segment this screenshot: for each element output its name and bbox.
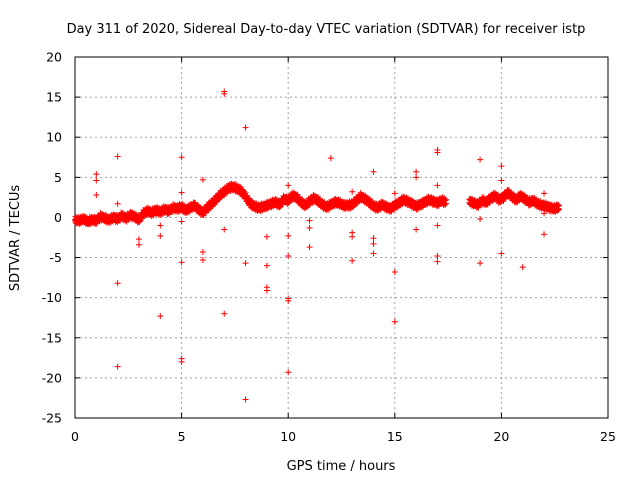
y-tick-label: -20 [42,370,62,385]
grid-lines [75,57,608,418]
outlier-point [178,154,185,161]
outlier-point [477,156,484,163]
outlier-point [157,313,164,320]
outlier-point [157,232,164,239]
outlier-point [541,231,548,238]
outlier-point [285,232,292,239]
outlier-point [370,240,377,247]
outlier-point [93,191,100,198]
band-point [555,202,562,209]
outlier-point [413,168,420,175]
outlier-point [370,250,377,257]
outlier-point [327,155,334,162]
outlier-point [498,250,505,257]
outlier-point [306,224,313,231]
outlier-point [413,174,420,181]
outlier-point [157,222,164,229]
data-points [72,88,562,403]
y-tick-label: 0 [54,210,62,225]
outlier-point [178,189,185,196]
outlier-point [434,149,441,156]
outlier-point [285,252,292,259]
outlier-point [285,297,292,304]
outlier-point [242,260,249,267]
y-tick-label: 15 [46,90,62,105]
outlier-point [135,241,142,248]
outlier-point [477,216,484,223]
outlier-point [370,168,377,175]
outlier-point [114,200,121,207]
outlier-point [306,217,313,224]
outlier-point [434,258,441,265]
outlier-point [541,190,548,197]
outlier-point [114,280,121,287]
outlier-point [93,171,100,178]
chart-title: Day 311 of 2020, Sidereal Day-to-day VTE… [67,22,586,37]
outlier-point [477,260,484,267]
outlier-point [114,153,121,160]
x-tick-label: 5 [178,429,186,444]
outlier-point [391,190,398,197]
outlier-point [221,310,228,317]
outlier-point [541,210,548,217]
outlier-point [221,226,228,233]
x-tick-label: 0 [71,429,79,444]
outlier-point [434,182,441,189]
outlier-point [349,233,356,240]
outlier-point [242,124,249,131]
outlier-point [178,358,185,365]
x-axis-title: GPS time / hours [287,459,396,474]
outlier-point [391,318,398,325]
axis-ticks: 0 5 10 15 20 25 -25 -20 -15 -10 -5 0 5 10 15 20 [42,50,616,445]
outlier-point [242,396,249,403]
outlier-point [114,363,121,370]
outlier-point [285,369,292,376]
outlier-point [178,259,185,266]
outlier-point [498,163,505,170]
y-tick-label: 5 [54,170,62,185]
outlier-point [306,244,313,251]
outlier-point [135,236,142,243]
x-tick-label: 15 [387,429,403,444]
x-tick-label: 10 [280,429,296,444]
outlier-point [519,264,526,271]
outlier-point [413,226,420,233]
outlier-point [391,268,398,275]
y-tick-label: -15 [42,330,62,345]
y-tick-label: 20 [46,50,62,65]
y-tick-label: -5 [50,250,62,265]
plot-frame [74,56,609,419]
outlier-point [199,256,206,263]
y-tick-label: -10 [42,290,62,305]
outlier-point [434,222,441,229]
outlier-point [498,177,505,184]
x-tick-label: 20 [493,429,509,444]
outlier-point [285,182,292,189]
outlier-point [263,233,270,240]
outlier-point [349,188,356,195]
outlier-point [93,177,100,184]
y-tick-label: -25 [42,411,62,426]
outlier-point [199,176,206,183]
outlier-point [263,287,270,294]
x-tick-label: 25 [600,429,616,444]
outlier-point [178,218,185,225]
outlier-point [263,262,270,269]
outlier-point [221,88,228,95]
outlier-point [434,252,441,259]
outlier-point [349,257,356,264]
band-point [442,200,449,207]
outlier-point [199,248,206,255]
y-axis-title: SDTVAR / TECUs [8,185,23,292]
outlier-point [370,235,377,242]
y-tick-label: 10 [46,130,62,145]
